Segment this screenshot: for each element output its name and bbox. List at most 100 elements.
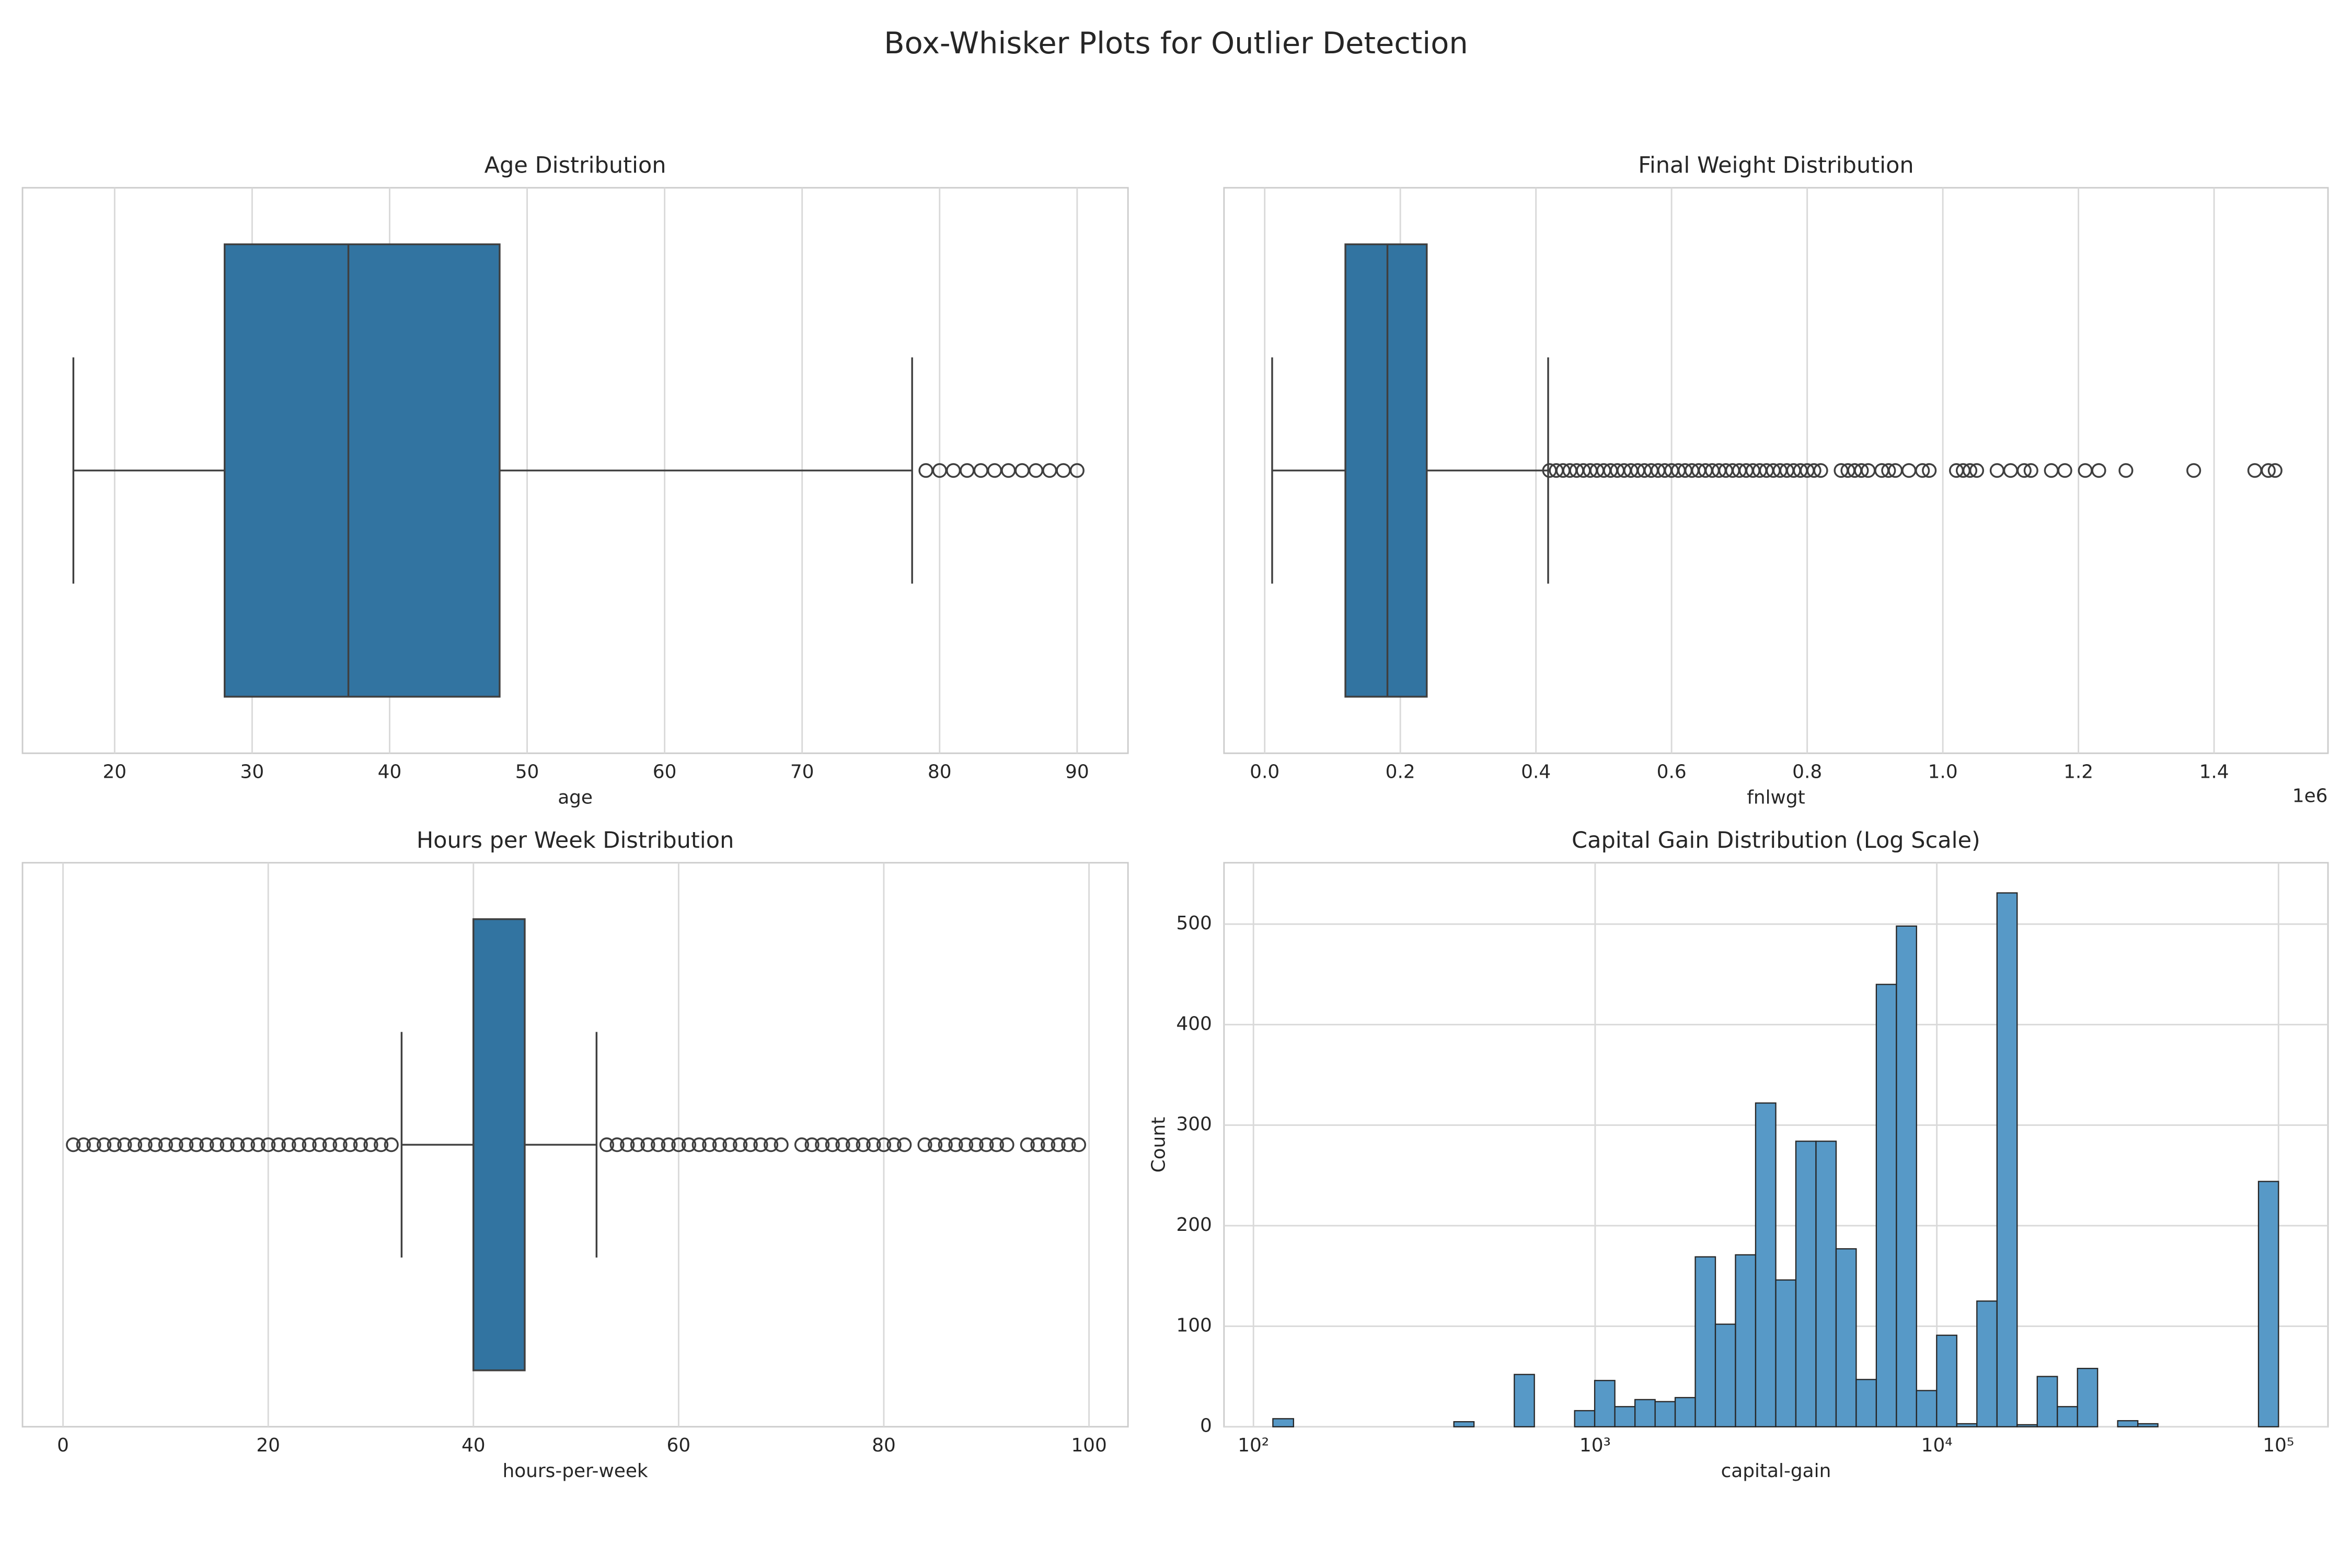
outlier	[209, 1137, 225, 1152]
outlier	[353, 1137, 368, 1152]
outlier	[640, 1137, 655, 1152]
outlier	[763, 1137, 779, 1152]
outlier	[250, 1137, 266, 1152]
outlier	[312, 1137, 327, 1152]
outlier	[866, 1137, 881, 1152]
outlier	[2091, 463, 2106, 478]
outlier	[743, 1137, 758, 1152]
outlier	[1969, 463, 1985, 478]
outlier	[2186, 463, 2201, 478]
histogram-bar	[1936, 1334, 1957, 1427]
x-axis-label: age	[558, 787, 593, 808]
outlier	[1020, 1137, 1035, 1152]
outlier	[1915, 463, 1930, 478]
x-tick-label: 90	[1065, 761, 1089, 782]
x-tick-label: 1.0	[1928, 761, 1958, 782]
outlier	[1813, 463, 1828, 478]
x-tick-label: 10²	[1238, 1435, 1269, 1456]
outlier	[322, 1137, 338, 1152]
histogram-bar	[1795, 1140, 1817, 1427]
histogram-bar	[1654, 1401, 1676, 1427]
histogram-bar	[1996, 892, 2018, 1427]
outlier	[722, 1137, 737, 1152]
x-tick-label: 70	[790, 761, 814, 782]
outlier	[2261, 463, 2276, 478]
outlier	[2267, 463, 2282, 478]
box	[224, 243, 501, 698]
outlier	[876, 1137, 892, 1152]
histogram-bar	[1775, 1279, 1797, 1427]
x-tick-label: 0	[57, 1435, 69, 1456]
x-tick-label: 0.6	[1657, 761, 1687, 782]
outlier	[302, 1137, 317, 1152]
histogram-bar	[1735, 1254, 1757, 1427]
subplot-title: Hours per Week Distribution	[417, 827, 734, 854]
outlier	[917, 1137, 932, 1152]
outlier	[1061, 1137, 1076, 1152]
outlier	[856, 1137, 871, 1152]
x-tick-label: 10³	[1579, 1435, 1611, 1456]
outlier	[271, 1137, 286, 1152]
outlier	[2023, 463, 2038, 478]
outlier	[1854, 463, 1869, 478]
outlier	[651, 1137, 666, 1152]
outlier	[979, 1137, 994, 1152]
y-tick-label: 100	[1176, 1315, 1212, 1336]
subplot-title: Capital Gain Distribution (Log Scale)	[1572, 827, 1980, 854]
y-tick-label: 400	[1176, 1013, 1212, 1034]
histogram-bar	[2137, 1423, 2159, 1427]
histogram-bar	[1514, 1374, 1535, 1427]
outlier	[66, 1137, 81, 1152]
outlier	[1881, 463, 1896, 478]
histogram-bar	[2036, 1376, 2058, 1427]
axis-offset-label: 1e6	[2292, 785, 2328, 806]
x-tick-label: 60	[653, 761, 677, 782]
outlier	[702, 1137, 717, 1152]
outlier	[1030, 1137, 1045, 1152]
y-tick-label: 200	[1176, 1214, 1212, 1236]
x-axis-label: fnlwgt	[1747, 787, 1805, 808]
histogram-bar	[1875, 984, 1897, 1427]
outlier	[897, 1137, 912, 1152]
x-tick-label: 100	[1071, 1435, 1106, 1456]
outlier	[609, 1137, 625, 1152]
x-tick-label: 40	[462, 1435, 486, 1456]
outlier	[928, 1137, 943, 1152]
outlier	[76, 1137, 91, 1152]
x-tick-label: 0.0	[1250, 761, 1279, 782]
outlier	[97, 1137, 112, 1152]
outlier	[384, 1137, 399, 1152]
x-tick-label: 30	[240, 761, 264, 782]
outlier	[292, 1137, 307, 1152]
x-tick-label: 0.8	[1792, 761, 1822, 782]
outlier	[691, 1137, 707, 1152]
outlier	[661, 1137, 676, 1152]
x-tick-label: 0.2	[1386, 761, 1415, 782]
outlier	[261, 1137, 276, 1152]
outlier	[2118, 463, 2134, 478]
x-tick-label: 1.4	[2199, 761, 2229, 782]
histogram-bar	[1674, 1397, 1696, 1427]
y-tick-label: 300	[1176, 1114, 1212, 1135]
outlier	[969, 1137, 984, 1152]
outlier	[846, 1137, 861, 1152]
outlier	[158, 1137, 173, 1152]
histogram-bar	[1976, 1300, 1998, 1427]
outlier	[127, 1137, 143, 1152]
box	[472, 918, 526, 1371]
histogram-bar	[2016, 1424, 2038, 1427]
x-tick-label: 1.2	[2063, 761, 2093, 782]
outlier	[179, 1137, 194, 1152]
outlier	[815, 1137, 830, 1152]
outlier	[2016, 463, 2032, 478]
x-tick-label: 80	[872, 1435, 896, 1456]
outlier	[189, 1137, 204, 1152]
outlier	[148, 1137, 163, 1152]
outlier	[794, 1137, 809, 1152]
outlier	[886, 1137, 902, 1152]
outlier	[774, 1137, 789, 1152]
outlier	[137, 1137, 153, 1152]
outlier	[938, 1137, 953, 1152]
x-tick-label: 0.4	[1521, 761, 1551, 782]
